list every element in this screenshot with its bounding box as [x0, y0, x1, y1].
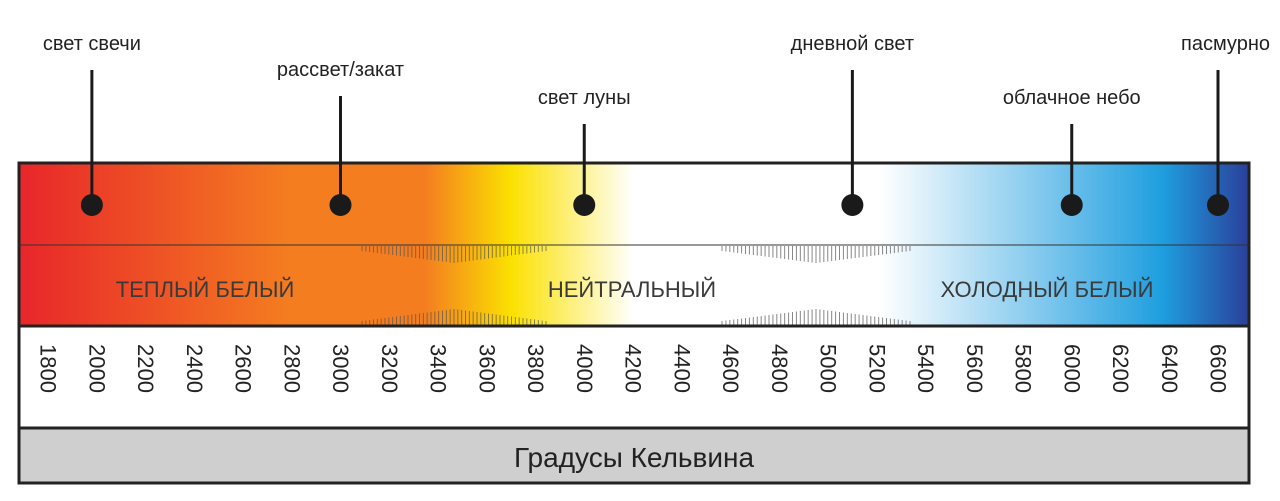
kelvin-tick-label: 5200 [864, 344, 889, 393]
kelvin-scale-panel [17, 324, 1251, 430]
light-source-label: свет луны [538, 87, 631, 109]
zone-label-warm-white: ТЕПЛЫЙ БЕЛЫЙ [116, 277, 295, 302]
kelvin-tick-label: 6200 [1108, 344, 1133, 393]
kelvin-tick-label: 4200 [621, 344, 646, 393]
kelvin-tick-label: 5400 [913, 344, 938, 393]
kelvin-tick-label: 3800 [523, 344, 548, 393]
axis-caption: Градусы Кельвина [514, 442, 755, 473]
kelvin-tick-label: 5800 [1011, 344, 1036, 393]
kelvin-tick-label: 3400 [426, 344, 451, 393]
kelvin-tick-label: 3600 [474, 344, 499, 393]
kelvin-tick-label: 3200 [377, 344, 402, 393]
kelvin-tick-label: 2400 [182, 344, 207, 393]
kelvin-tick-label: 4000 [572, 344, 597, 393]
light-source-label: дневной свет [791, 33, 914, 55]
light-source-label: пасмурно [1181, 33, 1270, 55]
light-source-marker-dot [1207, 194, 1229, 216]
light-source-markers: свет свечи рассвет/закат свет луны дневной … [43, 33, 1270, 216]
light-source-marker-dot [80, 194, 103, 216]
kelvin-tick-label: 1800 [36, 344, 61, 393]
kelvin-tick-label: 3000 [328, 344, 353, 393]
light-source-marker-dot [573, 194, 596, 216]
kelvin-tick-label: 5600 [962, 344, 987, 393]
light-source-marker-dot [1060, 194, 1083, 216]
kelvin-tick-label: 5000 [816, 344, 841, 393]
kelvin-tick-label: 6000 [1059, 344, 1084, 393]
kelvin-tick-label: 2200 [133, 344, 158, 393]
kelvin-tick-label: 4600 [718, 344, 743, 393]
kelvin-tick-label: 2600 [231, 344, 256, 393]
kelvin-tick-label: 4800 [767, 344, 792, 393]
kelvin-tick-label: 6600 [1206, 344, 1231, 393]
light-source-marker-dot [329, 194, 352, 216]
light-source-label: облачное небо [1003, 87, 1141, 109]
zone-label-cool-white: ХОЛОДНЫЙ БЕЛЫЙ [941, 277, 1154, 302]
caption-band [17, 426, 1251, 485]
kelvin-tick-labels: 1800 2000 2200 2400 2600 2800 3000 3200 3400 3600… [36, 344, 1231, 393]
kelvin-tick-label: 6400 [1157, 344, 1182, 393]
kelvin-tick-label: 2800 [279, 344, 304, 393]
light-source-label: рассвет/закат [277, 59, 404, 81]
kelvin-tick-label: 4400 [669, 344, 694, 393]
light-source-marker-dot [841, 194, 864, 216]
light-source-label: свет свечи [43, 33, 141, 55]
kelvin-tick-label: 2000 [84, 344, 109, 393]
zone-label-neutral: НЕЙТРАЛЬНЫЙ [548, 277, 716, 302]
